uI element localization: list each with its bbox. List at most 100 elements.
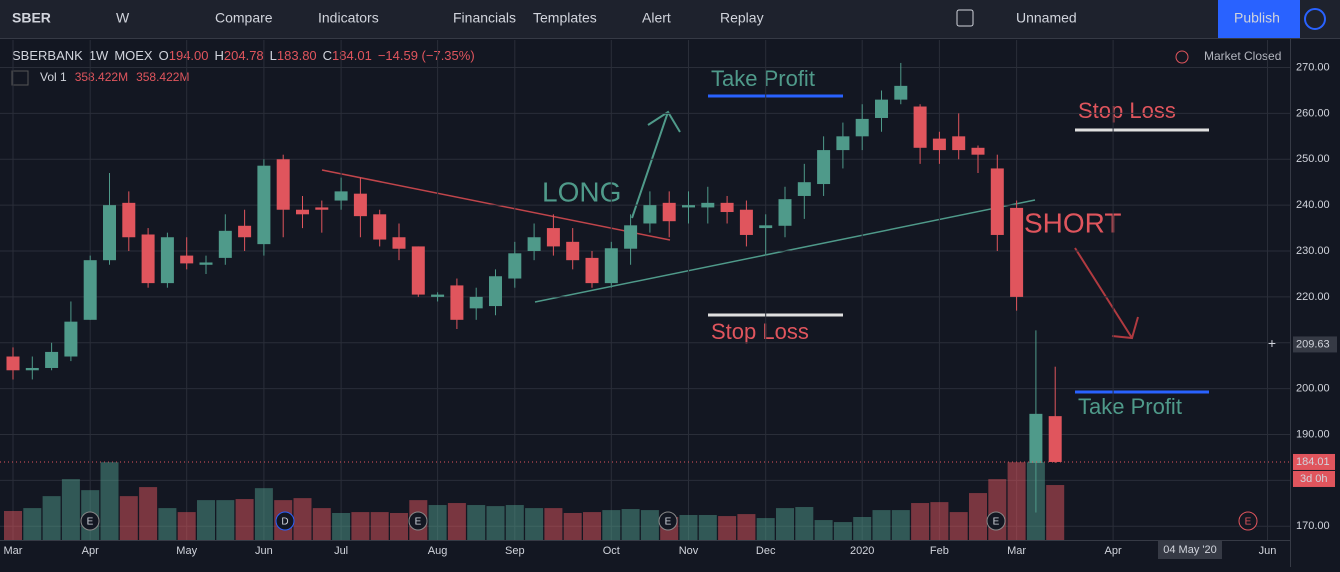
toolbar-item[interactable]: Alert (642, 10, 671, 26)
candle-body (489, 276, 502, 307)
legend-interval: 1W (89, 48, 109, 63)
annotations: LONG SHORT Take Profit Stop Loss Take Pr… (321, 66, 1209, 419)
event-marker[interactable] (986, 511, 1006, 531)
publish-button[interactable] (1218, 0, 1300, 38)
x-tick-label: Feb (930, 545, 949, 557)
event-marker[interactable] (1238, 511, 1258, 531)
volume-bar (332, 513, 351, 540)
candle-body (1029, 413, 1043, 463)
date-label: 04 May '20 (1163, 544, 1216, 556)
toolbar-item[interactable]: Financials (453, 10, 516, 26)
candle-body (546, 228, 560, 247)
toolbar-item[interactable]: Templates (533, 10, 597, 26)
y-tick-label: 190.00 (1296, 428, 1330, 440)
layout-name[interactable]: Unnamed (1016, 10, 1077, 26)
toolbar-item[interactable]: Compare (215, 10, 273, 26)
x-tick-label: Mar (1007, 545, 1026, 557)
stop-loss-label: Stop Loss (1078, 98, 1176, 123)
long-label: LONG (542, 176, 621, 207)
volume-bar (23, 508, 42, 540)
candle-body (160, 237, 174, 284)
x-tick-label: Apr (1105, 545, 1122, 557)
event-marker[interactable] (408, 511, 428, 531)
toolbar-item[interactable]: Replay (720, 10, 764, 26)
candle-body (508, 253, 522, 279)
candle-body (334, 191, 348, 201)
event-marker[interactable] (80, 511, 100, 531)
volume-bar (583, 512, 601, 540)
date-box (1158, 541, 1222, 559)
event-marker[interactable] (658, 511, 678, 531)
volume-bar (737, 514, 756, 540)
candle-body (238, 225, 252, 238)
volume-bar (718, 516, 737, 540)
candle-body (25, 367, 39, 371)
candle-body (875, 99, 888, 118)
candle-body (469, 296, 483, 309)
y-tick-label: 200.00 (1296, 383, 1330, 395)
interval[interactable]: W (116, 10, 130, 26)
crosshair-label: 209.63 (1296, 338, 1330, 350)
candle-body (450, 285, 464, 320)
candle-body (624, 225, 638, 249)
toolbar (0, 0, 1340, 38)
volume-bar (544, 508, 563, 540)
crosshair-plus: + (1268, 335, 1276, 351)
volume-bar (119, 496, 138, 540)
last-price-box (1293, 453, 1335, 470)
ohlc-value: 204.78 (224, 48, 264, 63)
y-tick-label: 230.00 (1296, 245, 1330, 257)
volume-bar (833, 522, 852, 540)
volume-bar (177, 512, 196, 540)
event-marker[interactable] (275, 511, 295, 531)
collapse-button[interactable] (11, 70, 29, 86)
candle-body (759, 225, 773, 229)
publish-label[interactable]: Publish (1234, 10, 1280, 26)
volume-bar (197, 500, 215, 540)
x-tick-label: Dec (756, 545, 776, 557)
layout-icon[interactable] (956, 9, 974, 27)
crosshair-box (1293, 336, 1337, 353)
volume-bar (776, 508, 794, 540)
candle-body (739, 209, 753, 235)
candle-body (122, 202, 136, 238)
candle-body (720, 202, 734, 213)
candle-body (103, 205, 116, 261)
legend-change: −14.59 (−7.35%) (378, 48, 475, 63)
candle-body (932, 138, 946, 151)
volume-bar (351, 512, 370, 540)
volume-name: Vol 1 (40, 70, 67, 84)
x-tick-label: 2020 (850, 545, 874, 557)
symbol[interactable]: SBER (12, 10, 51, 26)
volume-bar (447, 503, 466, 540)
volume-bar (949, 512, 968, 540)
ohlc-value: 184.01 (332, 48, 372, 63)
event-label: D (281, 517, 288, 528)
volume-bar (602, 510, 621, 540)
candle-body (855, 118, 869, 137)
volume-bar (621, 509, 640, 540)
volume-bar (563, 513, 582, 540)
volume-bar (100, 462, 119, 540)
volume-bar (235, 499, 254, 540)
candle-body (296, 209, 309, 215)
volume-bar (158, 508, 177, 540)
candle-body (180, 255, 194, 264)
legend-exchange: MOEX (114, 48, 153, 63)
replay-button[interactable] (1304, 8, 1326, 30)
take-profit-label: Take Profit (1078, 394, 1182, 419)
candle-body (199, 262, 213, 265)
volume-bar (698, 515, 717, 540)
candle-body (566, 241, 580, 261)
candle-body (894, 85, 908, 100)
volume-bar (61, 479, 80, 540)
market-status: Market Closed (1204, 49, 1281, 63)
ohlc-label: O (159, 48, 169, 63)
candle-body (1048, 416, 1062, 462)
candle-body (778, 199, 792, 226)
toolbar-item[interactable]: Indicators (318, 10, 379, 26)
volume-bar (853, 516, 872, 540)
stop-loss-label: Stop Loss (711, 319, 809, 344)
x-tick-label: Oct (603, 545, 620, 557)
volume-bar (814, 520, 833, 540)
